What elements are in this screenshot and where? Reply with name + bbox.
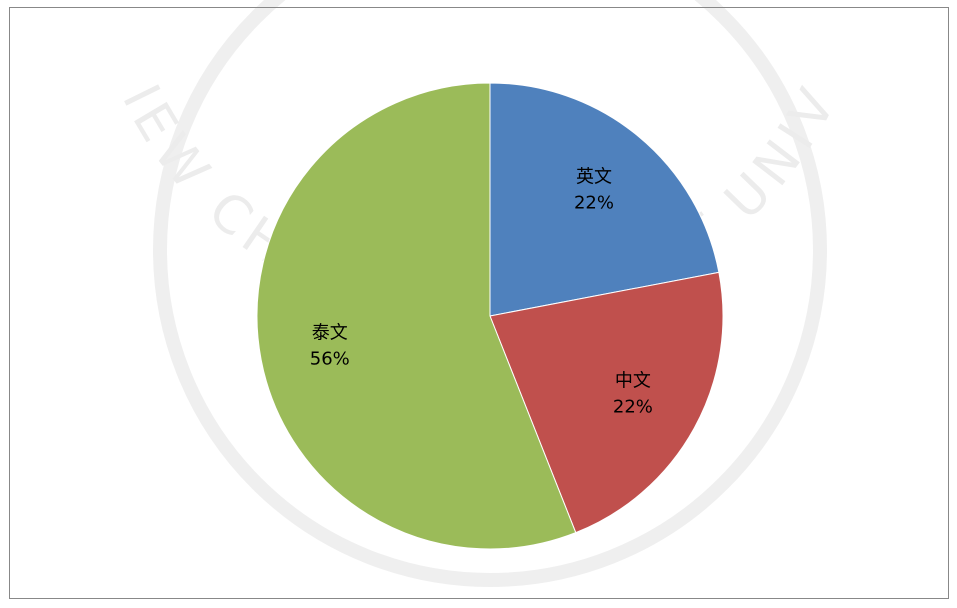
slice-category-label: 泰文 [312, 323, 348, 344]
pie-slice [489, 271, 724, 534]
slice-value-label: 22% [613, 397, 653, 418]
pie-slice [256, 82, 577, 550]
watermark-ring [153, 0, 827, 587]
slice-value-label: 56% [310, 349, 350, 370]
slice-category-label: 中文 [615, 371, 651, 392]
slice-value-label: 22% [574, 192, 614, 213]
chart-frame [9, 7, 949, 599]
pie-slice [489, 82, 720, 317]
slice-category-label: 英文 [576, 166, 612, 187]
